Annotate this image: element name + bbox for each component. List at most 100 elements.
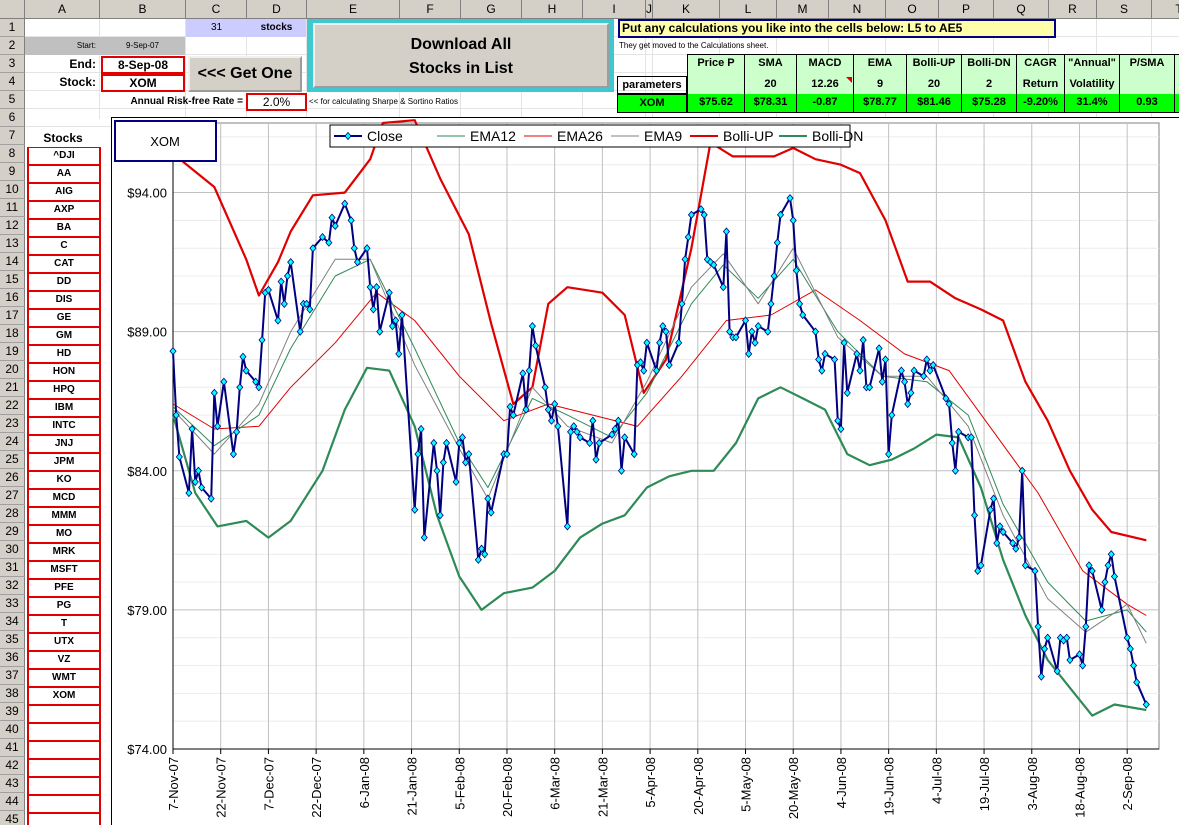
stock-list-item[interactable]: HON [27,363,101,381]
row-header[interactable]: 20 [0,361,25,379]
row-header[interactable]: 21 [0,379,25,397]
stock-list-item[interactable]: AA [27,165,101,183]
row-header[interactable]: 42 [0,757,25,775]
stock-list-item[interactable]: PG [27,597,101,615]
stock-list-item[interactable]: C [27,237,101,255]
column-header[interactable]: A [25,0,100,19]
row-header[interactable]: 3 [0,55,25,73]
column-header[interactable]: T [1152,0,1179,19]
stock-list-item[interactable]: HD [27,345,101,363]
stock-list-item[interactable]: MO [27,525,101,543]
column-header[interactable]: O [886,0,939,19]
column-header[interactable]: M [777,0,829,19]
stock-list-item[interactable]: JPM [27,453,101,471]
row-header[interactable]: 12 [0,217,25,235]
column-header[interactable]: K [653,0,720,19]
row-header[interactable]: 15 [0,271,25,289]
stock-list-item[interactable] [27,723,101,741]
row-header[interactable]: 32 [0,577,25,595]
stock-list-item[interactable]: XOM [27,687,101,705]
stock-list-item[interactable]: AXP [27,201,101,219]
row-header[interactable]: 7 [0,127,25,145]
column-header[interactable]: L [720,0,777,19]
stock-list-item[interactable] [27,795,101,813]
stock-list-item[interactable]: GE [27,309,101,327]
row-header[interactable]: 5 [0,91,25,109]
column-header[interactable]: D [247,0,307,19]
stock-list-item[interactable]: T [27,615,101,633]
column-header[interactable]: E [307,0,400,19]
stock-list-item[interactable]: HPQ [27,381,101,399]
row-header[interactable]: 33 [0,595,25,613]
stock-list-item[interactable] [27,741,101,759]
row-header[interactable]: 2 [0,37,25,55]
get-one-button[interactable]: <<< Get One [188,56,302,92]
column-header[interactable]: G [461,0,522,19]
stock-list-item[interactable]: DD [27,273,101,291]
stock-list-item[interactable]: BA [27,219,101,237]
row-header[interactable]: 27 [0,487,25,505]
row-header[interactable]: 18 [0,325,25,343]
row-header[interactable]: 34 [0,613,25,631]
download-all-button[interactable]: Download All Stocks in List [313,23,609,88]
stock-list-item[interactable]: UTX [27,633,101,651]
row-header[interactable]: 44 [0,793,25,811]
row-header[interactable]: 31 [0,559,25,577]
end-date-input[interactable]: 8-Sep-08 [101,56,185,74]
row-header[interactable]: 10 [0,181,25,199]
column-header[interactable]: I [583,0,646,19]
stock-list-item[interactable]: IBM [27,399,101,417]
stock-list-item[interactable]: GM [27,327,101,345]
row-header[interactable]: 13 [0,235,25,253]
row-header[interactable]: 45 [0,811,25,825]
row-header[interactable]: 39 [0,703,25,721]
row-header[interactable]: 43 [0,775,25,793]
row-header[interactable]: 36 [0,649,25,667]
stock-list-item[interactable] [27,777,101,795]
row-header[interactable]: 11 [0,199,25,217]
stock-list-item[interactable]: AIG [27,183,101,201]
stock-list-item[interactable] [27,759,101,777]
row-header[interactable]: 6 [0,109,25,127]
column-header[interactable]: B [100,0,186,19]
row-header[interactable]: 29 [0,523,25,541]
stock-list-item[interactable]: MCD [27,489,101,507]
row-header[interactable]: 1 [0,19,25,37]
row-header[interactable]: 16 [0,289,25,307]
row-header[interactable]: 23 [0,415,25,433]
row-header[interactable]: 4 [0,73,25,91]
row-header[interactable]: 41 [0,739,25,757]
stock-list-item[interactable]: KO [27,471,101,489]
column-header[interactable]: P [939,0,994,19]
stock-list-item[interactable]: CAT [27,255,101,273]
row-header[interactable]: 17 [0,307,25,325]
stock-list-item[interactable] [27,705,101,723]
column-header[interactable]: R [1049,0,1097,19]
column-header[interactable]: H [522,0,583,19]
stock-list-item[interactable]: JNJ [27,435,101,453]
column-header[interactable]: S [1097,0,1152,19]
column-header[interactable]: N [829,0,886,19]
stock-input[interactable]: XOM [101,74,185,92]
column-header[interactable]: Q [994,0,1049,19]
row-header[interactable]: 40 [0,721,25,739]
row-header[interactable]: 38 [0,685,25,703]
row-header[interactable]: 19 [0,343,25,361]
stock-list-item[interactable]: INTC [27,417,101,435]
column-header[interactable]: C [186,0,247,19]
column-header[interactable]: J [646,0,653,19]
row-header[interactable]: 24 [0,433,25,451]
column-header[interactable]: F [400,0,461,19]
stock-list-item[interactable]: MRK [27,543,101,561]
row-header[interactable]: 9 [0,163,25,181]
risk-free-input[interactable]: 2.0% [246,93,307,111]
row-header[interactable]: 30 [0,541,25,559]
row-header[interactable]: 37 [0,667,25,685]
row-header[interactable]: 28 [0,505,25,523]
row-header[interactable]: 26 [0,469,25,487]
row-header[interactable]: 14 [0,253,25,271]
row-header[interactable]: 8 [0,145,25,163]
row-header[interactable]: 35 [0,631,25,649]
select-all-corner[interactable] [0,0,25,19]
row-header[interactable]: 22 [0,397,25,415]
